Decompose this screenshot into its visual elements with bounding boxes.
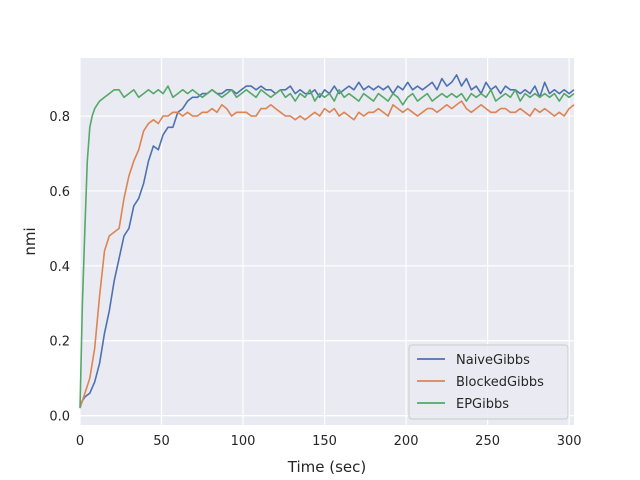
legend-label: NaiveGibbs	[456, 353, 530, 368]
x-axis-label: Time (sec)	[287, 458, 366, 476]
x-tick-label: 50	[153, 434, 170, 449]
x-tick-label: 250	[475, 434, 500, 449]
legend-label: BlockedGibbs	[456, 375, 544, 390]
series-lines	[79, 74, 575, 409]
y-axis-label: nmi	[21, 227, 39, 255]
series-line-blockedgibbs	[79, 100, 575, 409]
x-tick-label: 150	[312, 434, 337, 449]
series-line-epgibbs	[79, 85, 575, 409]
y-axis-ticks: 0.0 0.2 0.4 0.6 0.8	[49, 110, 70, 425]
x-axis-ticks: 0 50 100 150 200 250 300	[76, 434, 582, 449]
y-tick-label: 0.8	[49, 110, 70, 125]
legend-box	[408, 344, 569, 420]
y-tick-label: 0.6	[49, 185, 70, 200]
x-tick-label: 200	[394, 434, 419, 449]
x-tick-label: 100	[231, 434, 256, 449]
y-tick-label: 0.0	[49, 410, 70, 425]
grid	[79, 58, 574, 425]
y-tick-label: 0.4	[49, 260, 70, 275]
x-tick-label: 0	[76, 434, 84, 449]
legend-label: EPGibbs	[456, 397, 509, 412]
x-tick-label: 300	[557, 434, 582, 449]
legend: NaiveGibbs BlockedGibbs EPGibbs	[408, 344, 569, 420]
series-line-naivegibbs	[79, 74, 575, 405]
y-tick-label: 0.2	[49, 335, 70, 350]
